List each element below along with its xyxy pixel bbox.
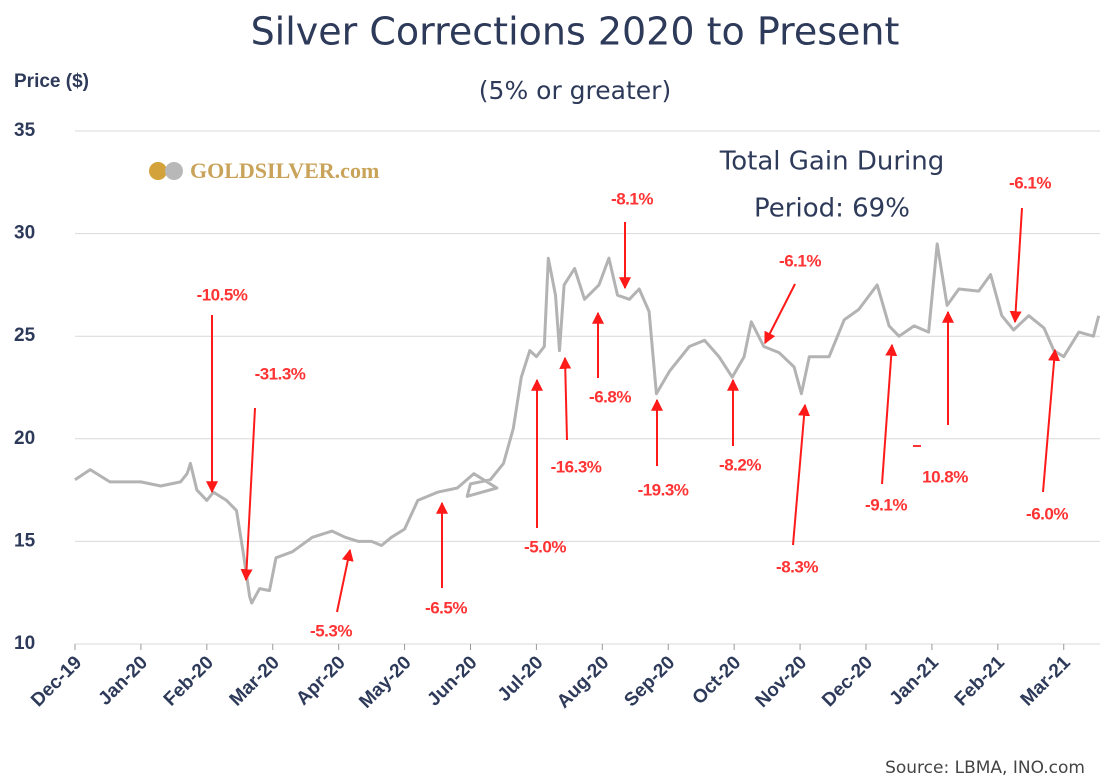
annotation: -9.1% [865, 495, 907, 514]
logo-coin [149, 162, 167, 180]
chart-title: Silver Corrections 2020 to Present [251, 10, 900, 54]
y-tick-label: 35 [14, 120, 36, 141]
logo: GOLDSILVER.com [190, 158, 379, 183]
y-tick-label: 25 [14, 325, 36, 346]
arrow [240, 407, 256, 582]
annotation: -6.5% [425, 598, 467, 617]
x-tick-label: Apr-20 [292, 652, 349, 709]
y-tick-label: 30 [14, 223, 35, 244]
annotation: -10.5% [197, 285, 248, 304]
line [74, 242, 1101, 605]
x-tick-label: Sep-20 [620, 652, 679, 711]
x-tick-label: May-20 [355, 652, 415, 712]
arrow [792, 403, 811, 546]
x-tick-label: Jun-20 [423, 652, 481, 710]
x-tick-label: Aug-20 [553, 652, 613, 712]
chart-subtitle: (5% or greater) [479, 76, 671, 105]
x-tick-label: Mar-21 [1017, 652, 1075, 710]
arrow [559, 356, 572, 441]
annotation: -6.1% [1009, 173, 1051, 192]
annotation: -6.1% [779, 251, 821, 270]
annotation: -5.0% [524, 537, 566, 556]
x-tick-label: Dec-19 [27, 652, 86, 711]
logo-coin [165, 162, 183, 180]
y-tick-label: 20 [14, 428, 35, 449]
annotation: -19.3% [638, 480, 689, 499]
x-tick-label: Oct-20 [689, 652, 746, 709]
annotation: -8.3% [776, 557, 818, 576]
arrow [1042, 348, 1061, 493]
annotation: -31.3% [255, 364, 306, 383]
annotation: -8.2% [719, 455, 761, 474]
note: Period: 69% [754, 194, 910, 224]
arrow [1009, 207, 1023, 324]
annotation: -16.3% [551, 457, 602, 476]
annotation: -6.8% [589, 387, 631, 406]
annotation: -8.1% [611, 189, 653, 208]
x-tick-label: Jan-20 [95, 652, 152, 709]
y-axis-label: Price ($) [14, 71, 89, 92]
arrow [764, 283, 796, 345]
arrow [336, 548, 354, 613]
note: Total Gain During [719, 147, 944, 177]
x-tick-label: Feb-21 [951, 652, 1009, 710]
x-tick-label: Feb-20 [160, 652, 218, 710]
x-tick-label: Mar-20 [226, 652, 284, 710]
x-tick-label: Jan-21 [886, 652, 944, 710]
x-tick-label: Dec-20 [818, 652, 877, 711]
x-tick-label: Jul-20 [494, 652, 548, 706]
x-tick-label: Nov-20 [752, 652, 812, 712]
annotation: -5.3% [310, 621, 352, 640]
y-tick-label: 10 [14, 633, 35, 654]
y-tick-label: 15 [14, 530, 36, 551]
annotation: -6.0% [1026, 504, 1068, 523]
annotation: 10.8% [922, 467, 968, 486]
arrow [881, 343, 898, 485]
source: Source: LBMA, INO.com [885, 758, 1085, 778]
